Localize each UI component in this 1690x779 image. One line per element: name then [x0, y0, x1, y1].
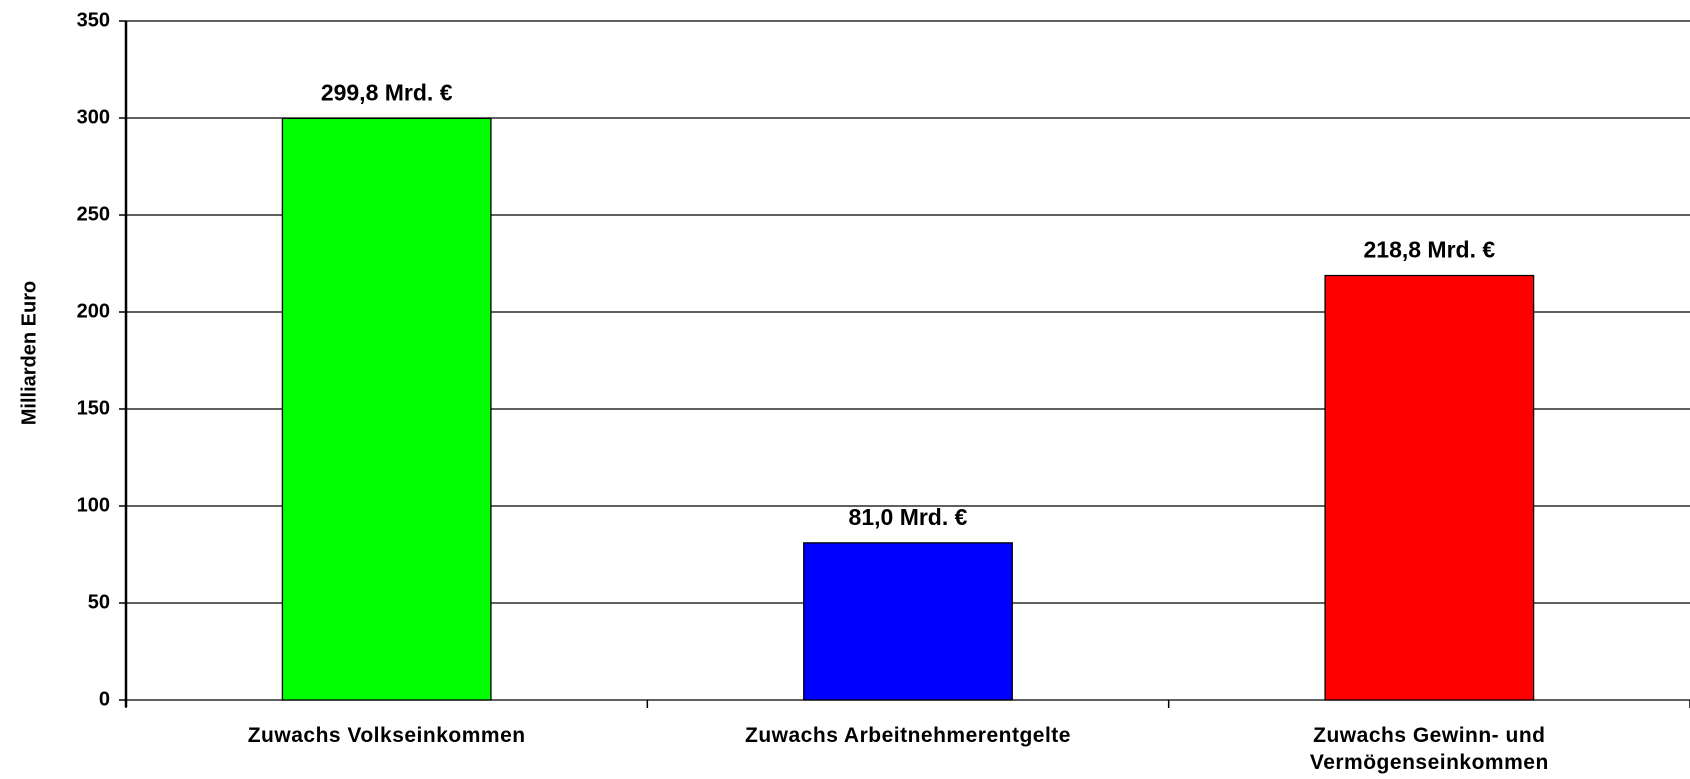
x-tick-label: Zuwachs Gewinn- und Vermögenseinkommen — [1309, 724, 1549, 774]
y-tick-label: 0 — [99, 688, 110, 710]
data-label: 81,0 Mrd. € — [849, 504, 968, 530]
data-label: 299,8 Mrd. € — [321, 79, 453, 105]
y-tick-label: 300 — [77, 106, 110, 128]
bar — [281, 117, 492, 701]
y-tick-label: 100 — [77, 494, 110, 516]
y-tick-label: 200 — [77, 300, 110, 322]
x-tick-label: Zuwachs Arbeitnehmerentgelte — [745, 724, 1071, 747]
bar — [1324, 274, 1535, 701]
x-tick-label: Zuwachs Volkseinkommen — [247, 724, 526, 747]
y-axis-label: Milliarden Euro — [18, 281, 40, 425]
y-tick-label: 250 — [77, 203, 110, 225]
bar — [803, 542, 1013, 701]
y-tick-label: 50 — [88, 591, 110, 613]
data-label: 218,8 Mrd. € — [1363, 237, 1495, 263]
y-tick-label: 150 — [77, 397, 110, 419]
y-tick-label: 350 — [77, 9, 110, 31]
